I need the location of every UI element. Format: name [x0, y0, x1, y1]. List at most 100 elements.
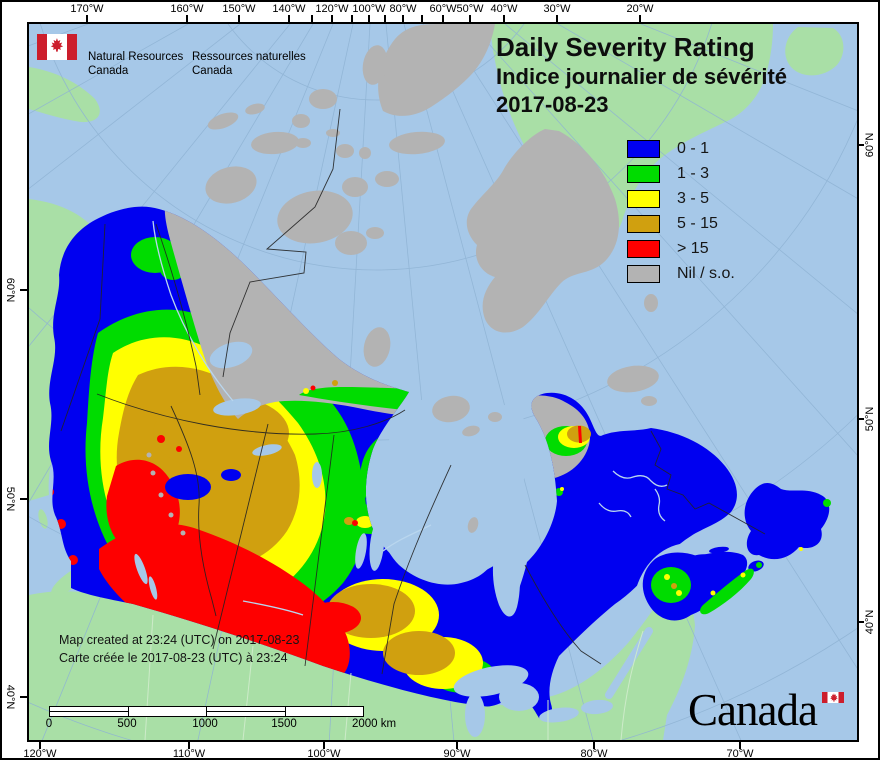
title-en: Daily Severity Rating	[496, 32, 755, 62]
longitude-label: 120°W	[315, 3, 349, 15]
legend-label: 3 - 5	[677, 189, 710, 207]
longitude-tick	[311, 15, 313, 22]
legend-items: 0 - 1 1 - 3 3 - 5 5 - 15 > 15 Nil / s.o.	[627, 136, 735, 286]
latitude-label: 60°N	[864, 132, 876, 158]
longitude-label: 80°W	[580, 748, 608, 760]
scale-bar	[49, 706, 364, 717]
legend-item: 0 - 1	[627, 136, 735, 161]
belcher-islands	[467, 517, 479, 533]
legend-label: > 15	[677, 239, 709, 257]
creation-notes: Map created at 23:24 (UTC) on 2017-08-23…	[59, 631, 299, 667]
boothia	[363, 327, 391, 367]
province-borders	[60, 108, 766, 675]
legend-item: > 15	[627, 236, 735, 261]
scale-bar-value: 1500	[271, 718, 297, 730]
anticosti	[684, 554, 710, 564]
longitude-tick	[739, 742, 741, 749]
lake-athabasca	[252, 444, 282, 456]
longitude-label: 90°W	[443, 748, 471, 760]
longitude-tick	[442, 15, 444, 22]
rivers	[152, 220, 668, 616]
latitude-tick	[857, 621, 864, 623]
longitude-label: 120°W	[23, 748, 57, 760]
longitude-tick	[469, 15, 471, 22]
longitude-tick	[402, 15, 404, 22]
legend-label: 5 - 15	[677, 214, 718, 232]
latitude-label: 40°N	[864, 609, 876, 635]
latitude-label: 50°N	[864, 406, 876, 432]
longitude-tick	[384, 15, 386, 22]
longitude-tick	[503, 15, 505, 22]
org-name-en: Natural Resources Canada	[88, 50, 184, 78]
longitude-tick	[323, 742, 325, 749]
longitude-label: 150°W	[222, 3, 256, 15]
longitude-tick	[238, 15, 240, 22]
latitude-label: 50°N	[4, 486, 16, 512]
newfoundland	[744, 483, 830, 560]
map-title: Daily Severity Rating Indice journalier …	[496, 31, 787, 119]
longitude-tick	[331, 15, 333, 22]
border-ak-yt	[60, 223, 106, 432]
longitude-label: 50°W	[456, 3, 484, 15]
longitude-tick	[186, 15, 188, 22]
title-date: 2017-08-23	[496, 92, 609, 117]
lake-ontario	[581, 699, 613, 715]
pei	[709, 546, 729, 554]
legend-item: 3 - 5	[627, 186, 735, 211]
ellesmere-island	[378, 24, 495, 116]
maritimes	[642, 483, 831, 621]
legend-item: 1 - 3	[627, 161, 735, 186]
map-area	[27, 22, 859, 742]
longitude-tick	[639, 15, 641, 22]
longitude-tick	[86, 15, 88, 22]
wordmark-flag-icon	[822, 690, 844, 708]
canada-flag-icon	[37, 34, 77, 60]
longitude-label: 70°W	[726, 748, 754, 760]
scale-bar-value: 500	[117, 718, 137, 730]
legend-label: 1 - 3	[677, 164, 710, 182]
border-yt-nwt	[155, 223, 201, 396]
legend-swatch	[627, 264, 660, 283]
border-60n	[96, 393, 406, 435]
longitude-label: 100°W	[352, 3, 386, 15]
longitude-label: 100°W	[307, 748, 341, 760]
canada-wordmark: Canada	[688, 685, 818, 735]
great-slave-lake	[213, 398, 261, 416]
lake-huron	[499, 683, 539, 711]
border-qc-nl	[650, 430, 766, 535]
haida-gwaii	[38, 509, 48, 529]
latitude-label: 60°N	[4, 277, 16, 303]
longitude-tick	[556, 15, 558, 22]
org-name-fr: Ressources naturelles Canada	[192, 50, 306, 78]
legend-swatch	[627, 189, 660, 208]
longitude-label: 40°W	[490, 3, 518, 15]
great-bear-lake	[209, 341, 253, 369]
latitude-tick	[857, 144, 864, 146]
russia-chukotka	[29, 67, 100, 123]
latitude-tick	[20, 498, 27, 500]
quebec-hotspot	[545, 425, 591, 496]
longitude-tick	[351, 15, 353, 22]
legend-item: Nil / s.o.	[627, 261, 735, 286]
latitude-tick	[20, 289, 27, 291]
latitude-label: 40°N	[4, 684, 16, 710]
legend-swatch	[627, 239, 660, 258]
greenland-ne-island	[785, 27, 844, 76]
latitude-tick	[20, 696, 27, 698]
baffin-island	[466, 129, 619, 333]
legend-swatch	[627, 214, 660, 233]
scale-bar-value: 1000	[192, 718, 218, 730]
southampton-island	[432, 395, 470, 423]
alaska	[29, 199, 99, 501]
us-state-lines	[144, 614, 644, 740]
st-lawrence-river	[605, 627, 653, 699]
devon-island	[389, 131, 445, 155]
hudson-bay	[375, 399, 531, 585]
james-bay	[492, 546, 520, 617]
victoria-island	[277, 190, 353, 244]
longitude-label: 160°W	[170, 3, 204, 15]
longitude-label: 20°W	[626, 3, 654, 15]
legend: 0 - 1 1 - 3 3 - 5 5 - 15 > 15 Nil / s.o.	[627, 136, 735, 286]
scale-bar-value: 2000 km	[351, 718, 397, 730]
legend-item: 5 - 15	[627, 211, 735, 236]
